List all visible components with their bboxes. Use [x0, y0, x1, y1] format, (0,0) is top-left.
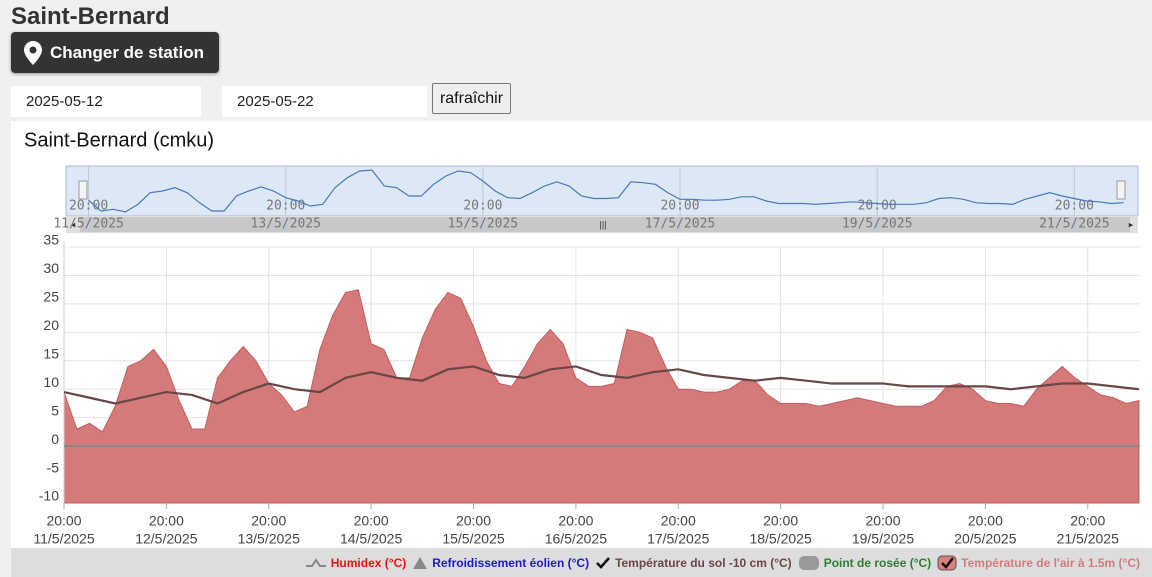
x-tick-label: 20:00: [865, 513, 900, 529]
legend-icon: [413, 556, 428, 569]
x-tick-label: 20:00: [558, 513, 593, 529]
x-tick-label: 12/5/2025: [135, 531, 197, 547]
y-tick-label: 5: [51, 402, 59, 418]
legend-item[interactable]: Point de rosée (°C): [798, 555, 931, 571]
navigator-tick-label: 20:00: [1055, 199, 1094, 214]
y-tick-label: 35: [43, 232, 59, 248]
legend-item[interactable]: Température de l'air à 1.5m (°C): [937, 555, 1140, 571]
x-tick-label: 20:00: [763, 513, 798, 529]
x-tick-label: 13/5/2025: [238, 531, 300, 547]
navigator-handle[interactable]: [78, 180, 88, 200]
navigator-tick-label: 20:00: [858, 199, 897, 214]
x-tick-label: 17/5/2025: [647, 531, 709, 547]
legend-icon: [305, 557, 326, 567]
legend-icon: [798, 555, 819, 570]
x-tick-label: 11/5/2025: [33, 531, 94, 547]
y-tick-label: 0: [51, 431, 59, 447]
legend-item[interactable]: Humidex (°C): [305, 556, 406, 570]
legend-label: Humidex (°C): [330, 555, 407, 570]
x-tick-label: 18/5/2025: [749, 531, 811, 547]
pin-icon: [24, 40, 42, 65]
navigator-tick-label: 21/5/2025: [1039, 217, 1109, 232]
y-tick-label: 20: [43, 317, 59, 333]
x-tick-label: 20:00: [354, 513, 389, 529]
line: [63, 365, 1140, 405]
area: [63, 289, 1140, 504]
x-tick-label: 20:00: [46, 513, 81, 529]
scrollbar-thumb[interactable]: [80, 217, 1130, 232]
refresh-button[interactable]: rafraîchir: [432, 83, 511, 114]
button-label: Changer de station: [50, 42, 204, 62]
page-title: Saint-Bernard: [11, 3, 170, 30]
navigator-tick-label: 15/5/2025: [448, 217, 518, 232]
navigator-tick-label: 19/5/2025: [842, 217, 912, 232]
navigator-tick-label: 11/5/2025: [53, 217, 123, 232]
scroll-grip: |||: [599, 219, 606, 229]
scroll-right[interactable]: ▸: [1129, 219, 1134, 229]
x-tick-label: 15/5/2025: [442, 531, 504, 547]
legend-label: Point de rosée (°C): [823, 555, 932, 570]
start-date-input[interactable]: 2025-05-12: [11, 86, 201, 117]
navigator-tick-label: 20:00: [463, 199, 502, 214]
end-date-input[interactable]: 2025-05-22: [222, 86, 427, 117]
change-station-button[interactable]: Changer de station: [11, 32, 219, 73]
navigator-tick-label: 17/5/2025: [645, 217, 715, 232]
legend-label: Température du sol -10 cm (°C): [615, 555, 792, 570]
legend: Humidex (°C) Refroidissement éolien (°C)…: [11, 548, 1152, 577]
x-tick-label: 19/5/2025: [852, 531, 914, 547]
legend-item[interactable]: Température du sol -10 cm (°C): [595, 556, 792, 570]
y-tick-label: 25: [43, 289, 59, 305]
y-tick-label: 15: [43, 345, 59, 361]
x-tick-label: 20:00: [149, 513, 184, 529]
navigator-line: [88, 169, 1124, 213]
legend-label: Température de l'air à 1.5m (°C): [961, 555, 1140, 570]
y-tick-label: -5: [47, 459, 60, 475]
legend-item[interactable]: Refroidissement éolien (°C): [412, 556, 589, 570]
legend-icon: [937, 555, 957, 570]
chart-title: Saint-Bernard (cmku): [24, 129, 214, 151]
x-tick-label: 14/5/2025: [340, 531, 402, 547]
navigator-tick-label: 20:00: [266, 199, 305, 214]
legend-icon: [596, 556, 610, 569]
chart: Saint-Bernard (cmku) ◂ ▸ ||| 20:00 11/5/2…: [24, 129, 1140, 547]
y-tick-label: 30: [43, 260, 59, 276]
x-tick-label: 20:00: [1070, 513, 1105, 529]
y-tick-label: -10: [39, 488, 59, 504]
legend-label: Refroidissement éolien (°C): [432, 555, 590, 570]
y-tick-label: 10: [43, 374, 59, 390]
navigator-tick-label: 13/5/2025: [251, 217, 321, 232]
x-tick-label: 16/5/2025: [545, 531, 607, 547]
x-tick-label: 20:00: [968, 513, 1003, 529]
x-tick-label: 20:00: [661, 513, 696, 529]
navigator-tick-label: 20:00: [69, 199, 108, 214]
x-tick-label: 20/5/2025: [954, 531, 1016, 547]
navigator-tick-label: 20:00: [660, 199, 699, 214]
scroll-left[interactable]: ◂: [71, 219, 76, 229]
x-tick-label: 21/5/2025: [1057, 531, 1119, 547]
x-tick-label: 20:00: [251, 513, 286, 529]
navigator-handle[interactable]: [1116, 180, 1126, 200]
x-tick-label: 20:00: [456, 513, 491, 529]
